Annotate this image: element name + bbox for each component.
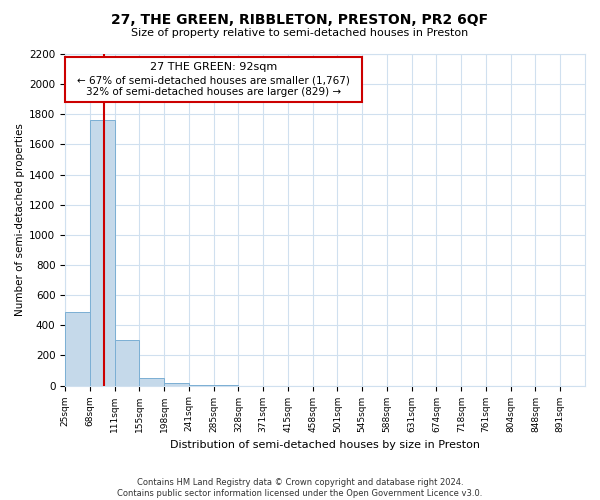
Bar <box>65 312 90 386</box>
Bar <box>115 340 139 386</box>
Bar <box>65 57 362 102</box>
Bar <box>139 378 164 386</box>
Text: 27, THE GREEN, RIBBLETON, PRESTON, PR2 6QF: 27, THE GREEN, RIBBLETON, PRESTON, PR2 6… <box>112 12 488 26</box>
Text: Size of property relative to semi-detached houses in Preston: Size of property relative to semi-detach… <box>131 28 469 38</box>
Bar <box>189 385 214 386</box>
Y-axis label: Number of semi-detached properties: Number of semi-detached properties <box>15 124 25 316</box>
Bar <box>164 384 189 386</box>
Text: ← 67% of semi-detached houses are smaller (1,767): ← 67% of semi-detached houses are smalle… <box>77 76 350 86</box>
X-axis label: Distribution of semi-detached houses by size in Preston: Distribution of semi-detached houses by … <box>170 440 480 450</box>
Text: Contains HM Land Registry data © Crown copyright and database right 2024.
Contai: Contains HM Land Registry data © Crown c… <box>118 478 482 498</box>
Text: 27 THE GREEN: 92sqm: 27 THE GREEN: 92sqm <box>150 62 277 72</box>
Bar <box>90 120 115 386</box>
Text: 32% of semi-detached houses are larger (829) →: 32% of semi-detached houses are larger (… <box>86 88 341 98</box>
